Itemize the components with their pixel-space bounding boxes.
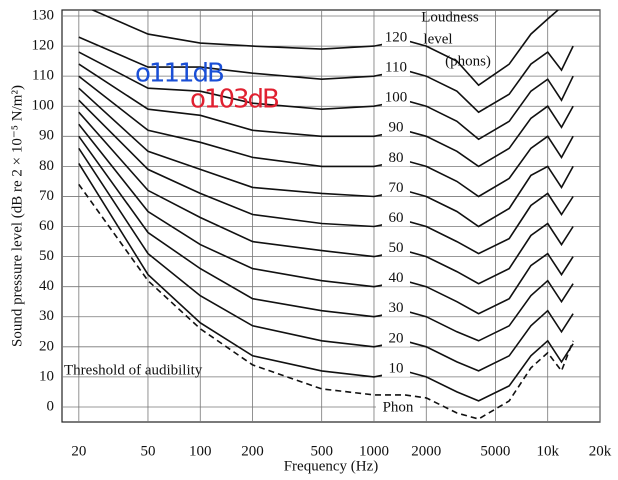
- curve: [78, 135, 574, 342]
- series-label: 110: [385, 60, 407, 76]
- label-bg: [381, 180, 410, 197]
- series-label: 30: [388, 300, 403, 316]
- y-tick-label: 30: [39, 308, 54, 324]
- label-bg: [381, 120, 410, 137]
- label-bg: [381, 300, 410, 317]
- curve: [78, 123, 574, 315]
- curve: [78, 99, 574, 255]
- curve: [78, 63, 574, 168]
- series-label: 50: [388, 240, 403, 256]
- y-tick-label: 0: [47, 398, 55, 414]
- label-bg: [381, 90, 410, 107]
- label-bg: [381, 210, 410, 227]
- x-axis-label: Frequency (Hz): [284, 458, 379, 474]
- label-bg: [381, 150, 410, 167]
- series-label: 70: [388, 180, 403, 196]
- series-label: 20: [388, 330, 403, 346]
- x-tick-label: 200: [241, 443, 264, 459]
- series-label: 10: [388, 360, 403, 376]
- label-bg: [381, 60, 410, 77]
- series-label: 80: [388, 150, 403, 166]
- x-tick-label: 1000: [359, 443, 389, 459]
- y-tick-label: 120: [32, 38, 55, 54]
- y-tick-label: 40: [39, 278, 54, 294]
- y-tick-label: 70: [39, 188, 54, 204]
- label-bg: [381, 240, 410, 257]
- curve: [78, 183, 574, 420]
- y-tick-label: 50: [39, 248, 54, 264]
- curve: [90, 10, 560, 87]
- curve: [78, 87, 574, 228]
- label-bg: [381, 270, 410, 287]
- x-tick-label: 5000: [480, 443, 510, 459]
- y-tick-label: 60: [39, 218, 54, 234]
- x-tick-label: 20: [71, 443, 86, 459]
- annotation: o111dB: [135, 59, 223, 89]
- label-bg: [376, 399, 420, 417]
- x-tick-label: 20k: [589, 443, 612, 459]
- annotation: (phons): [445, 53, 491, 69]
- curve: [78, 111, 574, 285]
- y-tick-label: 130: [32, 7, 55, 23]
- series-label: 90: [388, 120, 403, 136]
- y-tick-label: 90: [39, 128, 54, 144]
- x-tick-label: 100: [189, 443, 212, 459]
- annotation: level: [423, 31, 452, 47]
- y-tick-label: 110: [32, 68, 54, 84]
- series-label: 60: [388, 210, 403, 226]
- series-label: Threshold of audibility: [64, 362, 203, 378]
- x-tick-label: 2000: [411, 443, 441, 459]
- series-label: 100: [385, 90, 408, 106]
- plot-area: [78, 10, 574, 420]
- annotation: o103dB: [190, 85, 278, 115]
- curve: [78, 51, 574, 141]
- y-tick-label: 10: [39, 368, 54, 384]
- label-bg: [381, 330, 410, 347]
- annotation: Loudness: [421, 9, 479, 25]
- curve: [78, 36, 574, 114]
- series-label: 120: [385, 30, 408, 46]
- y-tick-label: 80: [39, 158, 54, 174]
- label-bg: [381, 30, 410, 47]
- curve: [78, 147, 574, 372]
- y-axis-label: Sound pressure level (dB re 2 × 10⁻⁵ N/m…: [9, 85, 25, 347]
- y-tick-label: 20: [39, 338, 54, 354]
- x-tick-label: 10k: [536, 443, 559, 459]
- curve: [78, 162, 574, 402]
- x-tick-label: 500: [310, 443, 333, 459]
- label-bg: [381, 360, 410, 377]
- y-tick-label: 100: [32, 98, 55, 114]
- annotation: Phon: [383, 399, 414, 415]
- series-label: 40: [388, 270, 403, 286]
- curve: [78, 75, 574, 198]
- x-tick-label: 50: [140, 443, 155, 459]
